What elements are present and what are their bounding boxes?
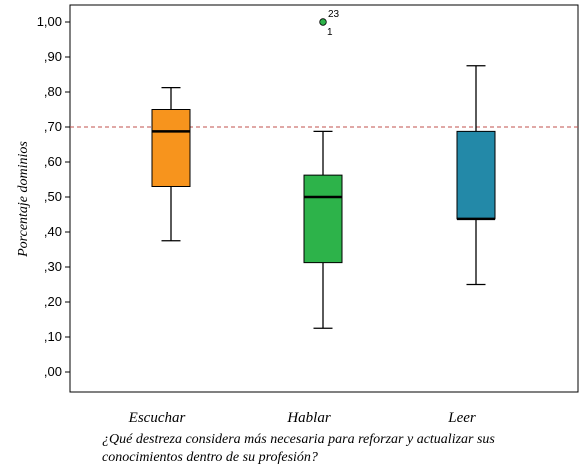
box-hablar: 23 1 Hablar — [286, 9, 343, 426]
x-axis-title-line-2: conocimientos dentro de su profesión? — [102, 450, 318, 465]
box-body — [456, 130, 496, 220]
box-body — [151, 109, 191, 187]
x-axis-title-line-1: ¿Qué destreza considera más necesaria pa… — [102, 432, 495, 447]
y-tick-label: 1,00 — [37, 14, 62, 29]
category-label: Leer — [447, 410, 476, 426]
y-tick-label: ,60 — [44, 154, 62, 169]
category-label: Escuchar — [128, 410, 186, 426]
y-axis: ,00 ,10 ,20 ,30 ,40 ,50 ,60 ,70 ,80 ,90 1,00 — [37, 14, 70, 379]
y-tick-label: ,80 — [44, 84, 62, 99]
box-leer: Leer — [447, 65, 496, 426]
box-body — [303, 174, 343, 264]
y-tick-label: ,70 — [44, 119, 62, 134]
y-tick-label: ,10 — [44, 329, 62, 344]
outlier-label: 23 — [328, 9, 340, 20]
boxes-group: Escuchar 23 1 Hablar Leer — [128, 9, 496, 426]
y-tick-label: ,50 — [44, 189, 62, 204]
y-tick-label: ,40 — [44, 224, 62, 239]
outlier-label: 1 — [327, 27, 333, 38]
outlier-point — [319, 18, 327, 26]
y-tick-label: ,30 — [44, 259, 62, 274]
y-tick-label: ,20 — [44, 294, 62, 309]
y-tick-label: ,90 — [44, 49, 62, 64]
box-escuchar: Escuchar — [128, 86, 191, 426]
y-axis-title: Porcentaje dominios — [16, 141, 31, 258]
category-label: Hablar — [286, 410, 331, 426]
y-tick-label: ,00 — [44, 364, 62, 379]
